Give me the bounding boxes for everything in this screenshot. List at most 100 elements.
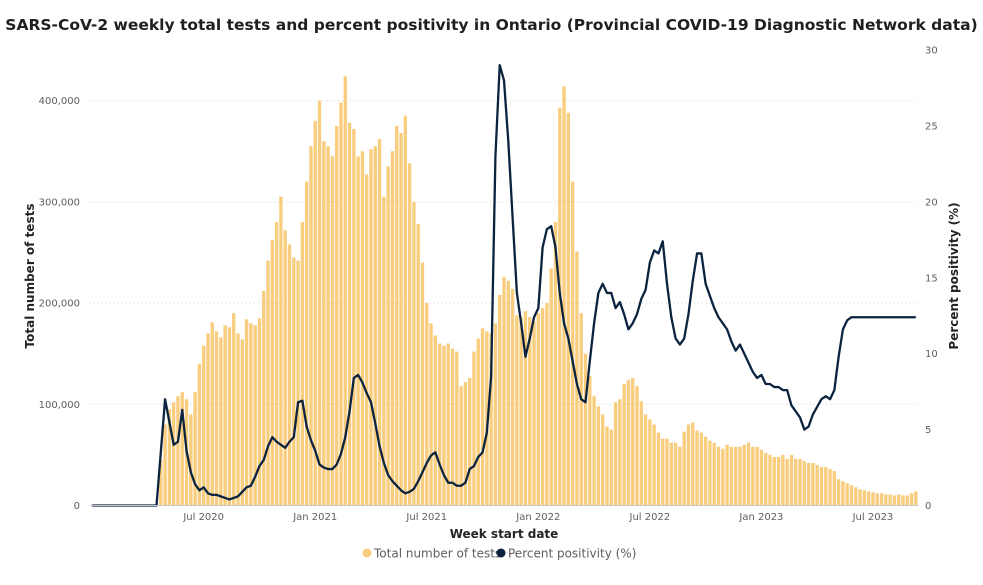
test-bar[interactable] (849, 485, 854, 506)
test-bar[interactable] (558, 107, 562, 506)
test-bar[interactable] (373, 146, 377, 506)
test-bar[interactable] (210, 322, 214, 506)
test-bar[interactable] (219, 337, 223, 506)
test-bar[interactable] (901, 495, 905, 506)
test-bar[interactable] (866, 491, 871, 506)
test-bar[interactable] (884, 494, 888, 506)
test-bar[interactable] (498, 294, 502, 506)
test-bar[interactable] (755, 446, 759, 506)
test-bar[interactable] (403, 115, 407, 506)
test-bar[interactable] (759, 449, 764, 506)
test-bar[interactable] (815, 465, 819, 506)
test-bar[interactable] (506, 280, 510, 506)
test-bar[interactable] (463, 382, 468, 506)
test-bar[interactable] (455, 351, 459, 506)
test-bar[interactable] (493, 323, 498, 506)
test-bar[interactable] (532, 321, 536, 506)
test-bar[interactable] (189, 414, 193, 506)
test-bar[interactable] (656, 432, 661, 506)
test-bar[interactable] (523, 311, 528, 506)
test-bar[interactable] (579, 313, 583, 506)
test-bar[interactable] (905, 495, 909, 506)
test-bar[interactable] (798, 458, 802, 506)
test-bar[interactable] (854, 487, 858, 506)
test-bar[interactable] (824, 467, 828, 506)
test-bar[interactable] (300, 222, 305, 506)
test-bar[interactable] (227, 327, 232, 506)
test-bar[interactable] (510, 288, 515, 506)
test-bar[interactable] (879, 493, 884, 506)
test-bar[interactable] (536, 313, 540, 506)
test-bar[interactable] (244, 319, 249, 506)
test-bar[interactable] (686, 424, 691, 506)
test-bar[interactable] (270, 240, 275, 506)
test-bar[interactable] (776, 456, 781, 506)
test-bar[interactable] (811, 462, 815, 506)
test-bar[interactable] (789, 454, 794, 506)
test-bar[interactable] (472, 351, 476, 506)
test-bar[interactable] (309, 146, 313, 506)
legend[interactable]: Total number of tests Percent positivity… (362, 547, 637, 561)
test-bar[interactable] (356, 156, 360, 506)
test-bar[interactable] (609, 429, 613, 506)
test-bar[interactable] (897, 494, 901, 506)
test-bar[interactable] (592, 396, 596, 506)
test-bar[interactable] (390, 151, 395, 506)
test-bar[interactable] (347, 122, 352, 506)
test-bar[interactable] (223, 325, 227, 506)
test-bar[interactable] (450, 348, 455, 506)
test-bar[interactable] (549, 268, 553, 506)
test-bar[interactable] (725, 444, 729, 506)
test-bar[interactable] (828, 469, 832, 506)
test-bar[interactable] (253, 325, 257, 506)
test-bar[interactable] (845, 483, 849, 506)
test-bar[interactable] (699, 432, 704, 506)
test-bar[interactable] (502, 276, 506, 506)
test-bar[interactable] (240, 339, 244, 506)
test-bar[interactable] (369, 149, 373, 506)
test-bar[interactable] (888, 494, 892, 506)
test-bar[interactable] (703, 436, 708, 506)
test-bar[interactable] (322, 141, 326, 506)
test-bar[interactable] (352, 128, 356, 506)
test-bar[interactable] (287, 244, 292, 506)
test-bar[interactable] (335, 125, 339, 506)
test-bar[interactable] (643, 414, 648, 506)
test-bar[interactable] (515, 315, 519, 506)
test-bar[interactable] (365, 174, 369, 506)
test-bar[interactable] (433, 335, 438, 506)
test-bar[interactable] (648, 419, 652, 506)
test-bar[interactable] (232, 313, 236, 506)
test-bar[interactable] (768, 454, 772, 506)
test-bar[interactable] (206, 333, 210, 506)
test-bar[interactable] (742, 444, 746, 506)
test-bar[interactable] (330, 156, 335, 506)
test-bar[interactable] (631, 377, 635, 506)
test-bar[interactable] (163, 424, 167, 506)
test-bar[interactable] (738, 446, 742, 506)
test-bar[interactable] (407, 163, 412, 506)
test-bar[interactable] (562, 86, 566, 506)
test-bar[interactable] (746, 442, 751, 506)
test-bar[interactable] (605, 426, 609, 506)
test-bar[interactable] (249, 323, 253, 506)
test-bar[interactable] (528, 317, 532, 506)
test-bar[interactable] (836, 479, 841, 506)
test-bar[interactable] (468, 377, 472, 506)
test-bar[interactable] (781, 454, 785, 506)
test-bar[interactable] (429, 323, 433, 506)
test-bar[interactable] (545, 303, 549, 506)
test-bar[interactable] (639, 401, 643, 506)
test-bar[interactable] (459, 386, 463, 506)
test-bar[interactable] (892, 495, 897, 506)
test-bar[interactable] (622, 384, 626, 506)
test-bar[interactable] (570, 181, 575, 506)
test-bar[interactable] (420, 262, 425, 506)
test-bar[interactable] (266, 260, 270, 506)
test-bar[interactable] (635, 386, 639, 506)
test-bar[interactable] (588, 375, 592, 506)
test-bar[interactable] (618, 399, 622, 506)
test-bar[interactable] (437, 343, 442, 506)
test-bar[interactable] (858, 489, 862, 506)
test-bar[interactable] (171, 402, 176, 506)
